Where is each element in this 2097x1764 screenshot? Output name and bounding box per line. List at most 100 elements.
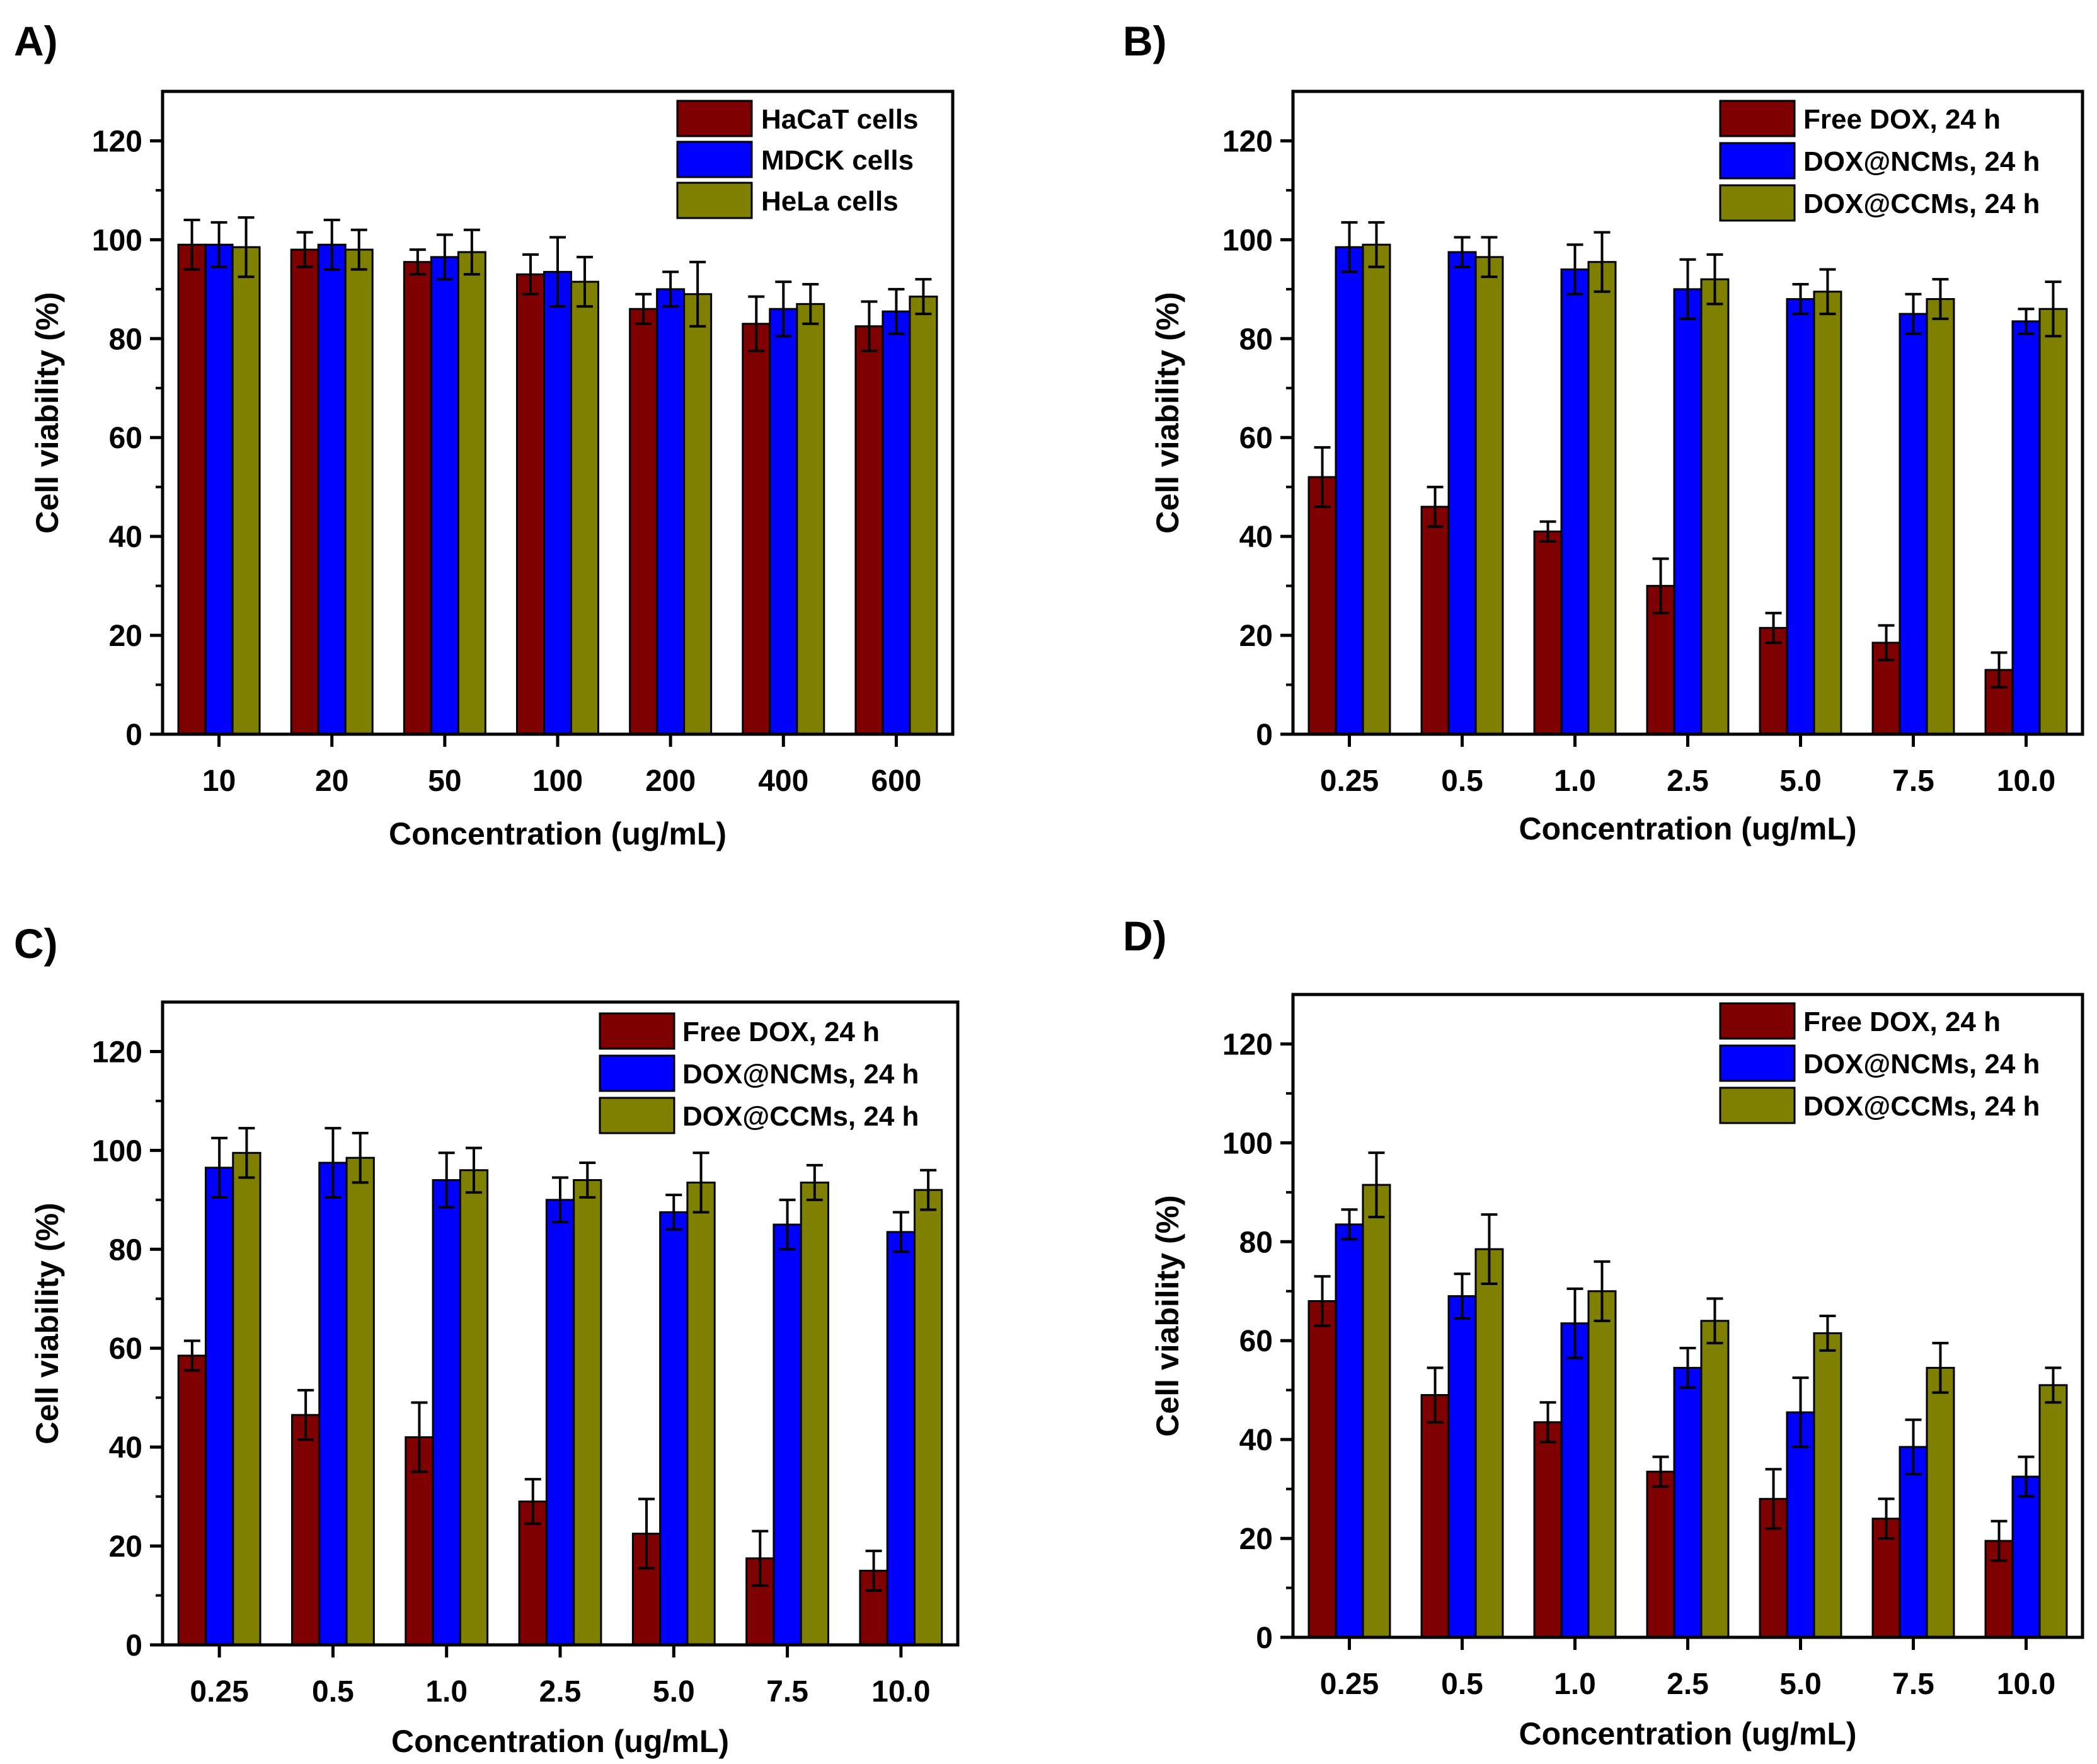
bar bbox=[1786, 298, 1815, 735]
bar bbox=[629, 308, 658, 735]
bar bbox=[1533, 530, 1563, 735]
bar bbox=[2011, 320, 2041, 735]
panel-a: A) 0 20 40 60 80 100 120 10 20 50 100 200 400 600 Conce… bbox=[14, 18, 955, 851]
x-tick-label: 0.25 bbox=[1320, 1668, 1379, 1701]
legend-swatch bbox=[676, 141, 753, 178]
x-tick-label: 2.5 bbox=[1667, 1668, 1709, 1701]
y-tick-label: 120 bbox=[92, 1035, 142, 1069]
bar bbox=[1474, 256, 1504, 735]
x-tick-label: 2.5 bbox=[1667, 764, 1709, 798]
legend-label: Free DOX, 24 h bbox=[682, 1017, 880, 1047]
bar bbox=[882, 310, 911, 735]
x-tick-label: 1.0 bbox=[1554, 1668, 1596, 1701]
bar bbox=[516, 273, 546, 735]
y-axis-title: Cell viability (%) bbox=[30, 292, 65, 533]
bar bbox=[886, 1231, 916, 1646]
y-tick-label: 60 bbox=[109, 1332, 142, 1366]
legend-swatch bbox=[599, 1097, 675, 1134]
x-tick-label: 600 bbox=[871, 764, 921, 798]
y-tick-label: 80 bbox=[109, 1233, 142, 1267]
x-tick-label: 5.0 bbox=[1779, 764, 1822, 798]
legend-swatch bbox=[1719, 1044, 1796, 1082]
bar bbox=[457, 251, 486, 735]
bar bbox=[1673, 1366, 1703, 1639]
panel-label: D) bbox=[1123, 913, 1167, 959]
panel-label: C) bbox=[14, 920, 58, 967]
x-tick-label: 0.5 bbox=[312, 1675, 354, 1709]
bar bbox=[1362, 1184, 1391, 1639]
y-tick-label: 20 bbox=[109, 1530, 142, 1564]
bar bbox=[1926, 1366, 1955, 1639]
bar bbox=[1447, 251, 1477, 735]
legend-label: MDCK cells bbox=[761, 145, 914, 176]
x-tick-label: 1.0 bbox=[1554, 764, 1596, 798]
y-tick-label: 60 bbox=[109, 422, 142, 455]
bar bbox=[291, 1414, 321, 1646]
bar bbox=[1813, 291, 1842, 735]
y-tick-label: 100 bbox=[92, 1134, 142, 1168]
bar bbox=[1420, 505, 1450, 735]
legend-label: Free DOX, 24 h bbox=[1803, 104, 2001, 135]
bar bbox=[573, 1179, 602, 1646]
y-tick-label: 0 bbox=[1256, 718, 1273, 752]
x-tick-label: 400 bbox=[758, 764, 808, 798]
x-axis-title: Concentration (ug/mL) bbox=[391, 1724, 729, 1759]
legend-label: DOX@CCMs, 24 h bbox=[682, 1101, 919, 1132]
x-tick-label: 10.0 bbox=[871, 1675, 930, 1709]
bar bbox=[913, 1189, 943, 1646]
bar bbox=[543, 270, 572, 735]
bar bbox=[430, 256, 459, 735]
bar bbox=[205, 1167, 234, 1646]
legend-swatch bbox=[676, 182, 753, 219]
legend-label: DOX@CCMs, 24 h bbox=[1803, 1091, 2040, 1122]
y-tick-label: 100 bbox=[92, 224, 142, 257]
bar bbox=[1899, 1446, 1928, 1639]
x-tick-label: 7.5 bbox=[1892, 764, 1934, 798]
x-tick-label: 5.0 bbox=[1779, 1668, 1822, 1701]
bar bbox=[686, 1181, 716, 1646]
x-axis-title: Concentration (ug/mL) bbox=[1519, 1716, 1856, 1751]
bar bbox=[796, 303, 825, 735]
bar bbox=[317, 243, 347, 735]
bar bbox=[290, 248, 319, 735]
x-tick-label: 200 bbox=[645, 764, 696, 798]
bar bbox=[204, 243, 234, 735]
bar bbox=[1307, 476, 1337, 735]
bar bbox=[177, 243, 207, 735]
legend-swatch bbox=[599, 1012, 675, 1050]
bar bbox=[1646, 1470, 1675, 1639]
bar bbox=[800, 1181, 829, 1646]
x-tick-label: 2.5 bbox=[539, 1675, 582, 1709]
y-tick-label: 100 bbox=[1222, 224, 1273, 257]
panel-d: D) 0 20 40 60 80 100 120 0.25 0.5 1.0 2.5 5.0 7.5 10.0… bbox=[1123, 913, 2084, 1751]
bar bbox=[1587, 1290, 1617, 1639]
bar bbox=[345, 1156, 375, 1646]
legend-label: HaCaT cells bbox=[761, 104, 918, 135]
x-tick-label: 5.0 bbox=[653, 1675, 695, 1709]
y-tick-label: 120 bbox=[1222, 1028, 1273, 1061]
bar bbox=[769, 308, 798, 735]
bar bbox=[432, 1179, 461, 1646]
x-tick-label: 50 bbox=[428, 764, 461, 798]
bar bbox=[683, 293, 713, 735]
bar bbox=[1926, 298, 1955, 735]
bar bbox=[232, 1151, 261, 1646]
y-tick-label: 120 bbox=[1222, 125, 1273, 158]
y-tick-label: 80 bbox=[109, 323, 142, 356]
x-tick-label: 0.5 bbox=[1441, 1668, 1483, 1701]
bar bbox=[1813, 1332, 1842, 1639]
y-axis-title: Cell viability (%) bbox=[30, 1202, 65, 1444]
x-tick-label: 0.5 bbox=[1441, 764, 1483, 798]
y-tick-label: 40 bbox=[109, 1431, 142, 1465]
legend-label: DOX@NCMs, 24 h bbox=[1803, 1049, 2040, 1080]
bar bbox=[742, 323, 771, 735]
bar bbox=[1335, 1223, 1364, 1639]
bar bbox=[1420, 1394, 1450, 1639]
bar bbox=[1700, 278, 1730, 735]
y-tick-label: 60 bbox=[1239, 422, 1273, 455]
y-tick-label: 40 bbox=[109, 521, 142, 554]
legend-swatch bbox=[1719, 142, 1796, 180]
y-tick-label: 0 bbox=[125, 1629, 142, 1663]
bar bbox=[570, 280, 599, 735]
